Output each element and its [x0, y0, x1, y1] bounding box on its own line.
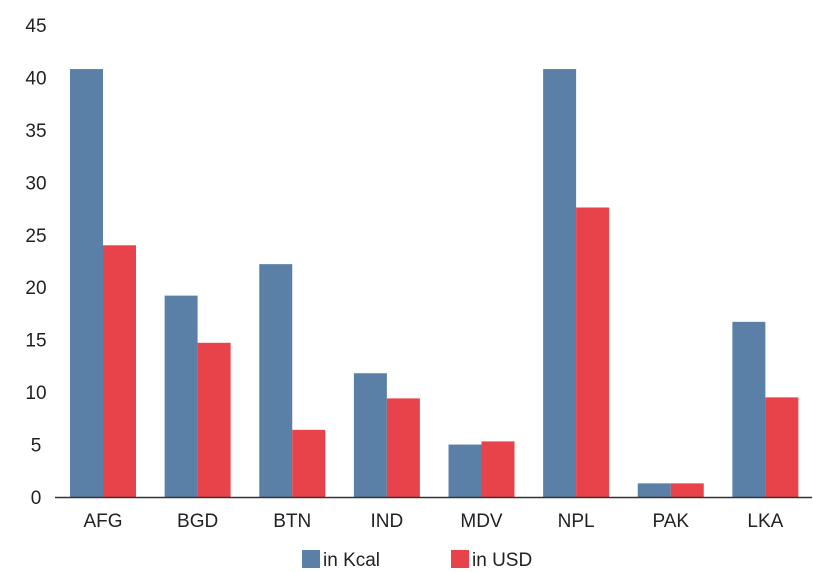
x-tick-label: BGD [177, 511, 218, 532]
bar-ind-series-0 [353, 373, 387, 497]
legend-swatch [451, 550, 469, 568]
y-tick-label: 45 [25, 16, 46, 37]
bar-npl-series-0 [543, 69, 577, 497]
bar-afg-series-1 [103, 245, 136, 497]
bar-mdv-series-0 [448, 444, 482, 497]
y-tick-label: 15 [25, 331, 46, 352]
legend-swatch [302, 550, 320, 568]
bar-mdv-series-1 [481, 441, 515, 497]
legend-label: in Kcal [323, 550, 380, 571]
x-tick-label: IND [371, 511, 404, 532]
y-tick-label: 35 [25, 121, 46, 142]
bar-npl-series-1 [576, 207, 610, 498]
bar-pak-series-1 [670, 483, 704, 497]
bar-btn-series-1 [292, 429, 326, 497]
bar-lka-series-1 [765, 397, 799, 497]
x-tick-label: PAK [652, 511, 689, 532]
x-tick-label: MDV [460, 511, 503, 532]
bar-afg-series-0 [70, 69, 103, 497]
bar-ind-series-1 [386, 398, 420, 497]
y-axis-ticks: 0 5 10 15 20 25 30 35 40 45 [25, 16, 46, 509]
x-tick-label: LKA [747, 511, 783, 532]
x-axis-ticks: AFG BGD BTN IND MDV NPL PAK LKA [83, 511, 783, 532]
legend: in Kcal in USD [302, 550, 532, 571]
bar-bgd-series-1 [197, 342, 231, 497]
y-tick-label: 10 [25, 383, 46, 404]
y-tick-label: 20 [25, 278, 46, 299]
bars [70, 69, 799, 498]
y-tick-label: 40 [25, 68, 46, 89]
bar-btn-series-0 [259, 264, 293, 497]
y-tick-label: 5 [31, 436, 42, 457]
y-tick-label: 30 [25, 173, 46, 194]
y-tick-label: 25 [25, 226, 46, 247]
bar-pak-series-0 [637, 483, 671, 497]
x-tick-label: NPL [558, 511, 595, 532]
bar-lka-series-0 [732, 321, 766, 497]
bar-bgd-series-0 [164, 295, 198, 497]
x-tick-label: BTN [273, 511, 311, 532]
y-tick-label: 0 [31, 488, 42, 509]
x-tick-label: AFG [83, 511, 122, 532]
legend-label: in USD [472, 550, 532, 571]
